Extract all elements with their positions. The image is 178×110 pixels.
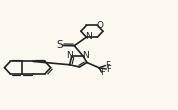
Text: F: F bbox=[107, 65, 111, 74]
Text: O: O bbox=[97, 21, 104, 30]
Text: S: S bbox=[56, 40, 63, 50]
Text: N: N bbox=[85, 32, 92, 41]
Text: N: N bbox=[82, 51, 89, 60]
Text: F: F bbox=[106, 61, 110, 70]
Text: F: F bbox=[100, 68, 105, 77]
Text: N: N bbox=[66, 51, 73, 60]
